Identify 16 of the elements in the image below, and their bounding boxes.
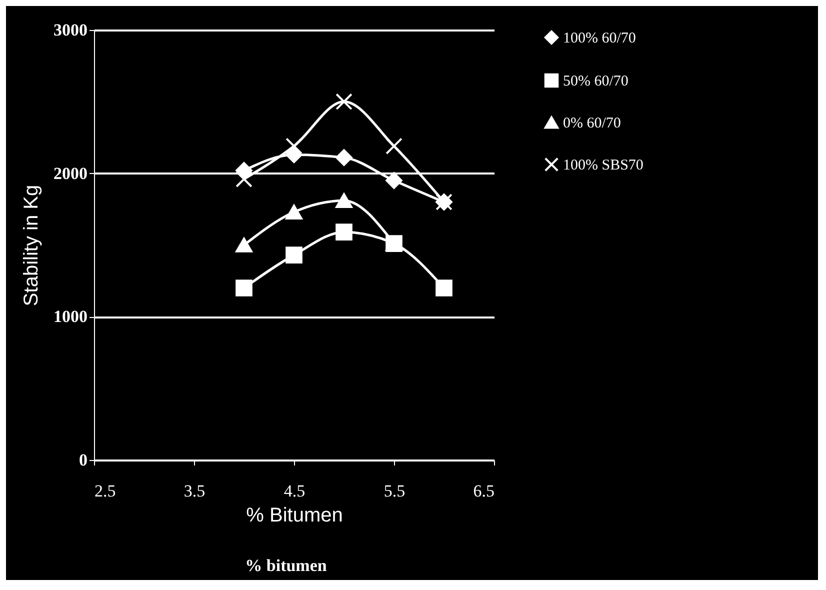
y-axis-title: Stability in Kg [20, 184, 42, 306]
legend-label: 0% 60/70 [563, 116, 621, 132]
legend-label: 100% SBS70 [563, 158, 644, 174]
x-tick-label: 3.5 [184, 482, 206, 500]
legend-label: 100% 60/70 [563, 30, 636, 46]
y-tick-label: 3000 [54, 20, 88, 40]
x-axis-title: % Bitumen [246, 504, 343, 526]
legend-label: 50% 60/70 [563, 74, 628, 90]
y-tick-label: 0 [79, 450, 88, 470]
y-tick-label: 1000 [54, 307, 88, 326]
x-tick-label: 5.5 [384, 482, 406, 500]
x-tick-label: 4.5 [284, 482, 306, 500]
text: % bitumen [244, 556, 328, 576]
x-tick-label: 2.5 [94, 482, 116, 500]
y-tick-label: 2000 [54, 164, 88, 183]
x-tick-label: 6.5 [473, 482, 494, 500]
